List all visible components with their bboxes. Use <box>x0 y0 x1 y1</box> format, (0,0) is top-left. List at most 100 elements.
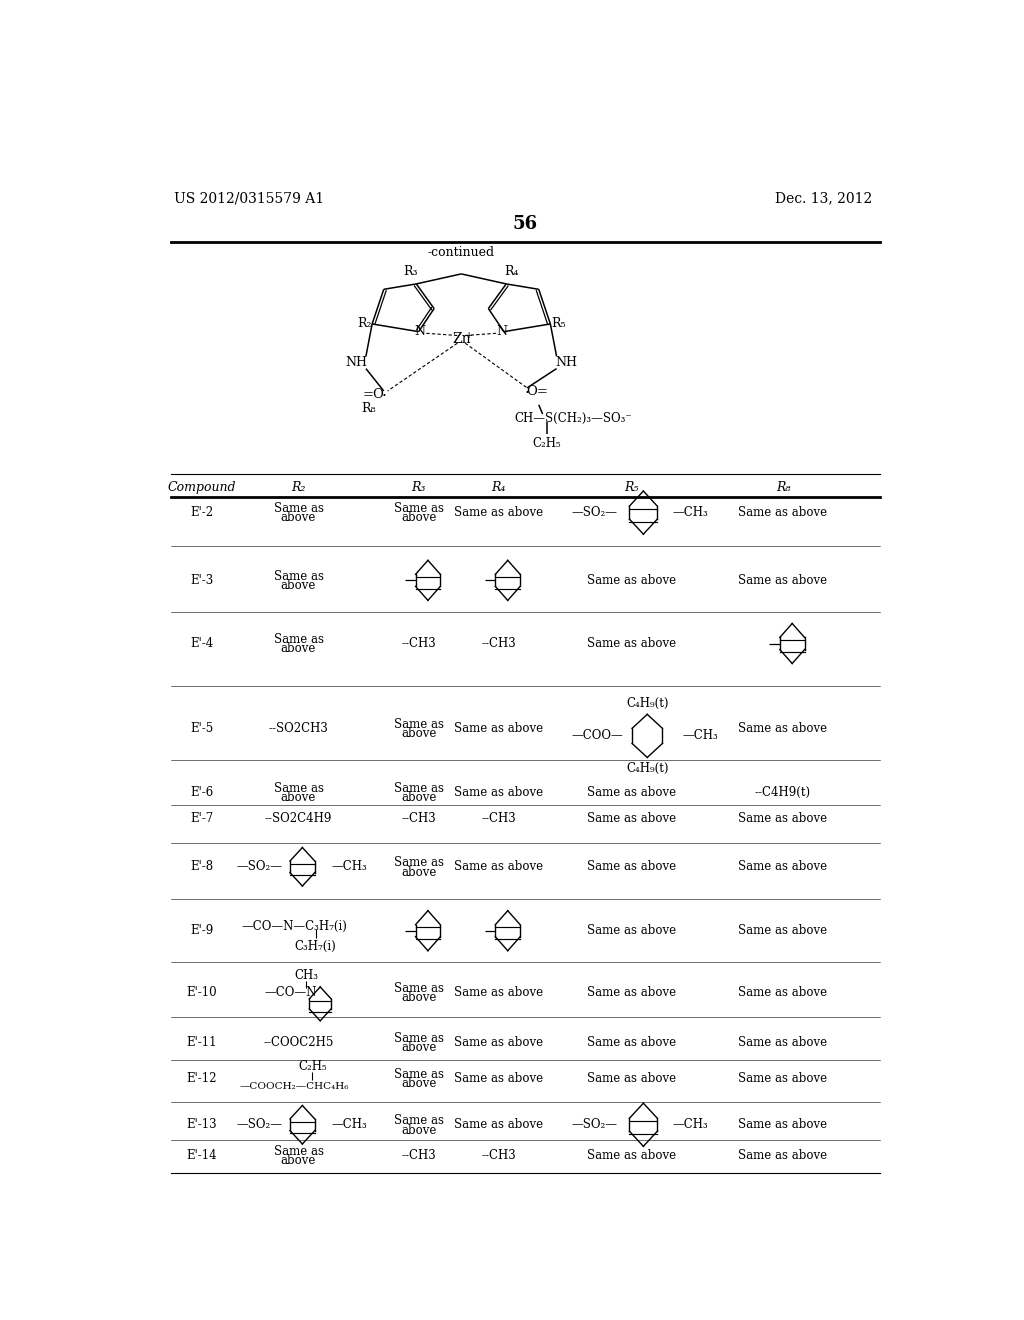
Text: NH: NH <box>555 356 577 370</box>
Text: E'-3: E'-3 <box>190 574 213 587</box>
Text: E'-10: E'-10 <box>186 986 217 999</box>
Text: above: above <box>281 1155 316 1167</box>
Text: Same as above: Same as above <box>454 506 543 519</box>
Text: Same as: Same as <box>393 718 443 731</box>
Text: E'-14: E'-14 <box>186 1148 217 1162</box>
Text: Same as above: Same as above <box>738 1118 827 1131</box>
Text: E'-4: E'-4 <box>190 638 213 649</box>
Text: --C4H9(t): --C4H9(t) <box>755 785 811 799</box>
Text: R₈: R₈ <box>361 403 376 416</box>
Text: Same as above: Same as above <box>454 986 543 999</box>
Text: Same as: Same as <box>273 781 324 795</box>
Text: above: above <box>281 511 316 524</box>
Text: R₃: R₃ <box>412 482 426 495</box>
Text: E'-13: E'-13 <box>186 1118 217 1131</box>
Text: Same as above: Same as above <box>738 812 827 825</box>
Text: Same as: Same as <box>273 634 324 647</box>
Text: Same as: Same as <box>393 1068 443 1081</box>
Text: Compound: Compound <box>167 482 236 495</box>
Text: E'-11: E'-11 <box>186 1036 217 1049</box>
Text: Same as above: Same as above <box>454 785 543 799</box>
Text: --CH3: --CH3 <box>481 1148 516 1162</box>
Text: Same as: Same as <box>273 570 324 583</box>
Text: C₄H₉(t): C₄H₉(t) <box>626 762 669 775</box>
Text: E'-9: E'-9 <box>190 924 213 937</box>
Text: E'-2: E'-2 <box>190 506 213 519</box>
Text: Same as: Same as <box>393 1114 443 1127</box>
Text: --CH3: --CH3 <box>401 812 436 825</box>
Text: Same as: Same as <box>273 1146 324 1158</box>
Text: Same as above: Same as above <box>738 861 827 874</box>
Text: Same as above: Same as above <box>587 812 676 825</box>
Text: above: above <box>281 579 316 593</box>
Text: —SO₂—: —SO₂— <box>571 1118 617 1131</box>
Text: Same as: Same as <box>393 1032 443 1045</box>
Text: —CH₃: —CH₃ <box>332 861 368 874</box>
Text: --SO2CH3: --SO2CH3 <box>268 722 329 735</box>
Text: R₂: R₂ <box>357 317 372 330</box>
Text: Same as above: Same as above <box>587 1036 676 1049</box>
Text: Same as above: Same as above <box>587 1148 676 1162</box>
Text: above: above <box>401 511 436 524</box>
Text: Same as above: Same as above <box>738 506 827 519</box>
Text: N: N <box>415 325 426 338</box>
Text: Same as above: Same as above <box>587 861 676 874</box>
Text: Same as above: Same as above <box>454 1036 543 1049</box>
Text: —CH₃: —CH₃ <box>332 1118 368 1131</box>
Text: R₂: R₂ <box>291 482 306 495</box>
Text: Same as above: Same as above <box>738 986 827 999</box>
Text: Same as above: Same as above <box>587 986 676 999</box>
Text: E'-7: E'-7 <box>190 812 213 825</box>
Text: —CH₃: —CH₃ <box>682 730 718 742</box>
Text: Same as above: Same as above <box>454 861 543 874</box>
Text: —CH₃: —CH₃ <box>673 1118 709 1131</box>
Text: Same as above: Same as above <box>454 722 543 735</box>
Text: ·: · <box>524 385 529 401</box>
Text: Same as above: Same as above <box>738 1036 827 1049</box>
Text: 56: 56 <box>512 215 538 232</box>
Text: E'-5: E'-5 <box>190 722 213 735</box>
Text: Same as above: Same as above <box>738 574 827 587</box>
Text: --CH3: --CH3 <box>401 638 436 649</box>
Text: R₅: R₅ <box>551 317 565 330</box>
Text: -continued: -continued <box>428 246 495 259</box>
Text: above: above <box>401 991 436 1005</box>
Text: Same as: Same as <box>393 502 443 515</box>
Text: US 2012/0315579 A1: US 2012/0315579 A1 <box>174 191 325 206</box>
Text: Same as above: Same as above <box>587 638 676 649</box>
Text: R₈: R₈ <box>776 482 791 495</box>
Text: —COO—: —COO— <box>571 730 623 742</box>
Text: Same as above: Same as above <box>587 1072 676 1085</box>
Text: R₄: R₄ <box>492 482 506 495</box>
Text: Same as above: Same as above <box>738 924 827 937</box>
Text: C₂H₅: C₂H₅ <box>298 1060 327 1073</box>
Text: Same as above: Same as above <box>587 785 676 799</box>
Text: Same as: Same as <box>393 781 443 795</box>
Text: —CO—N: —CO—N <box>264 986 317 999</box>
Text: =O: =O <box>362 388 385 401</box>
Text: E'-12: E'-12 <box>186 1072 217 1085</box>
Text: Same as above: Same as above <box>738 722 827 735</box>
Text: C₄H₉(t): C₄H₉(t) <box>626 697 669 710</box>
Text: R₃: R₃ <box>403 265 418 279</box>
Text: --CH3: --CH3 <box>481 812 516 825</box>
Text: above: above <box>401 866 436 879</box>
Text: —CH₃: —CH₃ <box>673 506 709 519</box>
Text: —SO₂—: —SO₂— <box>571 506 617 519</box>
Text: --COOC2H5: --COOC2H5 <box>263 1036 334 1049</box>
Text: above: above <box>281 791 316 804</box>
Text: Dec. 13, 2012: Dec. 13, 2012 <box>775 191 872 206</box>
Text: R₄: R₄ <box>505 265 519 279</box>
Text: --SO2C4H9: --SO2C4H9 <box>265 812 332 825</box>
Text: CH₃: CH₃ <box>294 969 318 982</box>
Text: above: above <box>401 1041 436 1055</box>
Text: Same as: Same as <box>393 857 443 870</box>
Text: Same as: Same as <box>273 502 324 515</box>
Text: above: above <box>401 727 436 741</box>
Text: Same as: Same as <box>393 982 443 995</box>
Text: Same as above: Same as above <box>587 924 676 937</box>
Text: above: above <box>401 1123 436 1137</box>
Text: --CH3: --CH3 <box>481 638 516 649</box>
Text: above: above <box>401 791 436 804</box>
Text: O=: O= <box>526 385 548 399</box>
